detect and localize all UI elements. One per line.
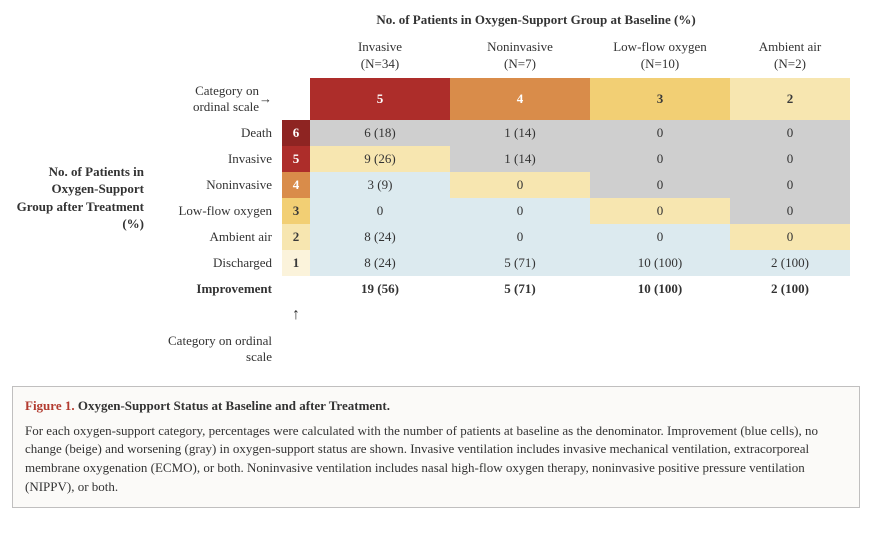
treatment-side-title: No. of Patients in Oxygen-Support Group … xyxy=(12,120,152,276)
cell-1-1: 1 (14) xyxy=(450,146,590,172)
row-ord-3: 3 xyxy=(282,198,310,224)
spacer xyxy=(282,78,310,120)
cell-2-3: 0 xyxy=(730,172,850,198)
improve-0: 19 (56) xyxy=(310,276,450,302)
row-ord-2: 4 xyxy=(282,172,310,198)
row-ord-4: 2 xyxy=(282,224,310,250)
col-label: Noninvasive xyxy=(487,39,553,56)
col-n: (N=34) xyxy=(361,56,399,73)
cell-1-2: 0 xyxy=(590,146,730,172)
data-grid: Invasive (N=34) Noninvasive (N=7) Low-fl… xyxy=(12,34,860,370)
row-label-noninvasive: Noninvasive xyxy=(152,172,282,198)
cell-4-3: 0 xyxy=(730,224,850,250)
row-ord-5: 1 xyxy=(282,250,310,276)
cell-0-3: 0 xyxy=(730,120,850,146)
col-head-ambient: Ambient air (N=2) xyxy=(730,34,850,78)
col-n: (N=7) xyxy=(504,56,536,73)
spacer xyxy=(450,302,590,328)
cell-4-1: 0 xyxy=(450,224,590,250)
cell-3-3: 0 xyxy=(730,198,850,224)
spacer xyxy=(282,276,310,302)
spacer xyxy=(12,302,152,328)
spacer xyxy=(12,276,152,302)
caption-title: Figure 1. Oxygen-Support Status at Basel… xyxy=(25,397,847,416)
arrow-up-icon: ↑ xyxy=(282,302,310,328)
row-ord-1: 5 xyxy=(282,146,310,172)
cell-0-1: 1 (14) xyxy=(450,120,590,146)
spacer xyxy=(590,328,730,370)
ordinal-top-label: Category on ordinal scale xyxy=(152,78,282,120)
improve-2: 10 (100) xyxy=(590,276,730,302)
row-label-death: Death xyxy=(152,120,282,146)
cell-3-0: 0 xyxy=(310,198,450,224)
spacer xyxy=(12,34,152,78)
col-head-lowflow: Low-flow oxygen (N=10) xyxy=(590,34,730,78)
cell-1-0: 9 (26) xyxy=(310,146,450,172)
col-label: Ambient air xyxy=(759,39,821,56)
col-head-noninvasive: Noninvasive (N=7) xyxy=(450,34,590,78)
cell-5-0: 8 (24) xyxy=(310,250,450,276)
figure-title: Oxygen-Support Status at Baseline and af… xyxy=(78,398,390,413)
cell-5-2: 10 (100) xyxy=(590,250,730,276)
cell-5-1: 5 (71) xyxy=(450,250,590,276)
cell-0-0: 6 (18) xyxy=(310,120,450,146)
cell-4-0: 8 (24) xyxy=(310,224,450,250)
table-area: No. of Patients in Oxygen-Support Group … xyxy=(12,12,860,370)
spacer xyxy=(310,328,450,370)
row-ord-0: 6 xyxy=(282,120,310,146)
improve-3: 2 (100) xyxy=(730,276,850,302)
ordinal-bottom-label: Category on ordinal scale xyxy=(152,328,282,370)
spacer xyxy=(282,328,310,370)
improve-1: 5 (71) xyxy=(450,276,590,302)
cell-2-2: 0 xyxy=(590,172,730,198)
ordinal-col-2: 3 xyxy=(590,78,730,120)
cell-5-3: 2 (100) xyxy=(730,250,850,276)
spacer xyxy=(12,78,152,120)
col-n: (N=10) xyxy=(641,56,679,73)
row-label-ambient: Ambient air xyxy=(152,224,282,250)
spacer xyxy=(152,302,282,328)
baseline-title: No. of Patients in Oxygen-Support Group … xyxy=(212,12,860,28)
spacer xyxy=(450,328,590,370)
figure-label: Figure 1. xyxy=(25,398,75,413)
spacer xyxy=(730,302,850,328)
figure-wrap: No. of Patients in Oxygen-Support Group … xyxy=(12,12,860,508)
spacer xyxy=(282,34,310,78)
cell-0-2: 0 xyxy=(590,120,730,146)
caption-body: For each oxygen-support category, percen… xyxy=(25,422,847,497)
side-title-text: No. of Patients in Oxygen-Support Group … xyxy=(16,163,144,233)
spacer xyxy=(310,302,450,328)
cell-3-1: 0 xyxy=(450,198,590,224)
col-n: (N=2) xyxy=(774,56,806,73)
cell-4-2: 0 xyxy=(590,224,730,250)
spacer xyxy=(12,328,152,370)
ordinal-col-1: 4 xyxy=(450,78,590,120)
cell-1-3: 0 xyxy=(730,146,850,172)
cell-2-1: 0 xyxy=(450,172,590,198)
spacer xyxy=(730,328,850,370)
spacer xyxy=(152,34,282,78)
col-label: Low-flow oxygen xyxy=(613,39,707,56)
cell-2-0: 3 (9) xyxy=(310,172,450,198)
ordinal-col-3: 2 xyxy=(730,78,850,120)
spacer xyxy=(590,302,730,328)
col-head-invasive: Invasive (N=34) xyxy=(310,34,450,78)
caption-box: Figure 1. Oxygen-Support Status at Basel… xyxy=(12,386,860,508)
cell-3-2: 0 xyxy=(590,198,730,224)
row-label-lowflow: Low-flow oxygen xyxy=(152,198,282,224)
row-label-invasive: Invasive xyxy=(152,146,282,172)
ordinal-col-0: 5 xyxy=(310,78,450,120)
row-label-discharged: Discharged xyxy=(152,250,282,276)
col-label: Invasive xyxy=(358,39,402,56)
improvement-label: Improvement xyxy=(152,276,282,302)
